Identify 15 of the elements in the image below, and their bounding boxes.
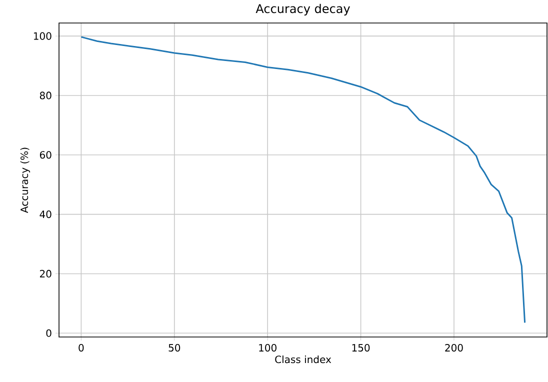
x-tick-label: 50	[168, 344, 180, 352]
line-series	[80, 36, 526, 324]
x-tick-label: 0	[78, 344, 84, 352]
x-tick-label: 200	[445, 344, 463, 352]
chart-title: Accuracy decay	[256, 4, 350, 16]
y-tick-label: 80	[40, 92, 52, 100]
x-tick-label: 150	[352, 344, 370, 352]
x-axis-title: Class index	[275, 355, 332, 364]
y-tick-label: 100	[34, 32, 52, 40]
y-tick-label: 20	[40, 270, 52, 278]
y-tick-label: 0	[46, 329, 52, 337]
x-tick-label: 100	[259, 344, 276, 352]
y-tick-label: 40	[40, 210, 52, 218]
y-tick-label: 60	[40, 151, 52, 159]
y-axis-title: Accuracy (%)	[20, 148, 30, 213]
